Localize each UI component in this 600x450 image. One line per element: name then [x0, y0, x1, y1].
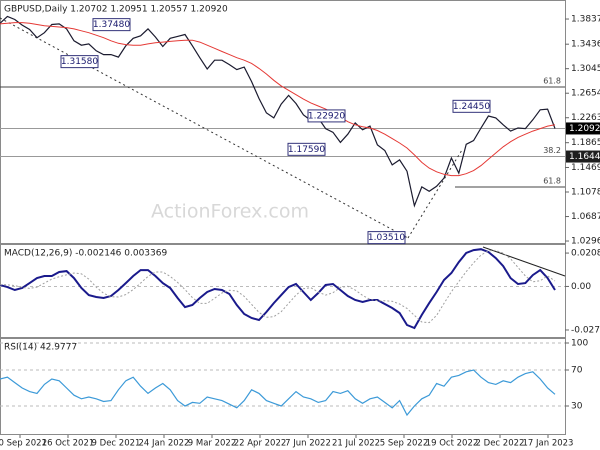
- x-tick-label: 26 Oct 2021: [42, 439, 95, 449]
- x-tick-label: 19 Oct 2022: [426, 439, 479, 449]
- panel-title: GBPUSD,Daily 1.20702 1.20951 1.20557 1.2…: [4, 5, 228, 15]
- annotation-box: [367, 231, 406, 245]
- y-tick-label: 100: [571, 339, 588, 349]
- series-line: [0, 15, 556, 208]
- y-tick-label: 1.26540: [571, 89, 600, 99]
- watermark: ActionForex.com: [151, 201, 309, 223]
- y-tick-label: 1.02965: [571, 237, 600, 247]
- y-tick-label: 1.06870: [571, 212, 600, 222]
- series-line: [0, 248, 556, 330]
- trend-line: [407, 149, 463, 239]
- annotation-label: 1.03510: [368, 233, 405, 243]
- y-tick-label: 1.10785: [571, 187, 600, 197]
- level-label: 61.8: [543, 177, 561, 186]
- annotation-label: 1.37480: [93, 20, 130, 30]
- annotation-label: 1.22920: [308, 111, 345, 121]
- panel-frame: [0, 244, 566, 338]
- panel-title: RSI(14) 42.9777: [4, 343, 77, 353]
- x-tick-label: 10 Sep 2021: [0, 439, 47, 449]
- panel-frame: [0, 338, 566, 435]
- price-tag-label: 1.16440: [569, 152, 600, 162]
- x-tick-label: 5 Sep 2022: [380, 439, 428, 449]
- annotation-box: [452, 99, 491, 113]
- annotation-label: 1.24450: [453, 102, 490, 112]
- price-tag: [566, 150, 600, 163]
- x-tick-label: 22 Apr 2022: [234, 439, 287, 449]
- y-tick-label: 0.020858: [571, 249, 600, 259]
- price-tag-label: 1.20920: [569, 124, 600, 134]
- x-tick-label: 21 Jul 2022: [332, 439, 380, 449]
- annotation-box: [60, 55, 99, 69]
- annotation-box: [307, 109, 346, 123]
- series-line: [0, 22, 556, 177]
- y-tick-label: 1.14695: [571, 163, 600, 173]
- annotation-box: [92, 18, 131, 32]
- x-tick-label: 9 Dec 2021: [92, 439, 141, 449]
- y-tick-label: 0.00: [571, 282, 591, 292]
- price-tag: [566, 122, 600, 135]
- y-tick-label: 1.38375: [571, 15, 600, 25]
- series-line: [0, 369, 556, 417]
- y-tick-label: 1.22630: [571, 113, 600, 123]
- x-tick-label: 24 Jan 2022: [139, 439, 190, 449]
- annotation-box: [287, 142, 326, 156]
- x-tick-label: 17 Jan 2023: [523, 439, 574, 449]
- macd-trend-line: [482, 246, 566, 277]
- x-tick-label: 9 Mar 2022: [188, 439, 236, 449]
- panel-title: MACD(12,26,9) -0.002146 0.003369: [4, 249, 167, 259]
- panel-frame: [0, 0, 566, 244]
- level-label: 38.2: [543, 146, 561, 155]
- level-label: 61.8: [543, 77, 561, 86]
- annotation-label: 1.17590: [288, 145, 325, 155]
- y-tick-label: 30: [571, 402, 583, 412]
- annotation-label: 1.31580: [61, 57, 98, 67]
- y-tick-label: 1.18650: [571, 138, 600, 148]
- trend-line: [0, 17, 409, 239]
- x-tick-label: 7 Jun 2022: [285, 439, 331, 449]
- y-tick-label: 1.34360: [571, 40, 600, 50]
- y-tick-label: 1.30455: [571, 64, 600, 74]
- series-line: [0, 249, 556, 324]
- x-tick-label: 2 Dec 2022: [476, 439, 525, 449]
- y-tick-label: -0.027213: [571, 325, 600, 335]
- y-tick-label: 70: [571, 366, 583, 376]
